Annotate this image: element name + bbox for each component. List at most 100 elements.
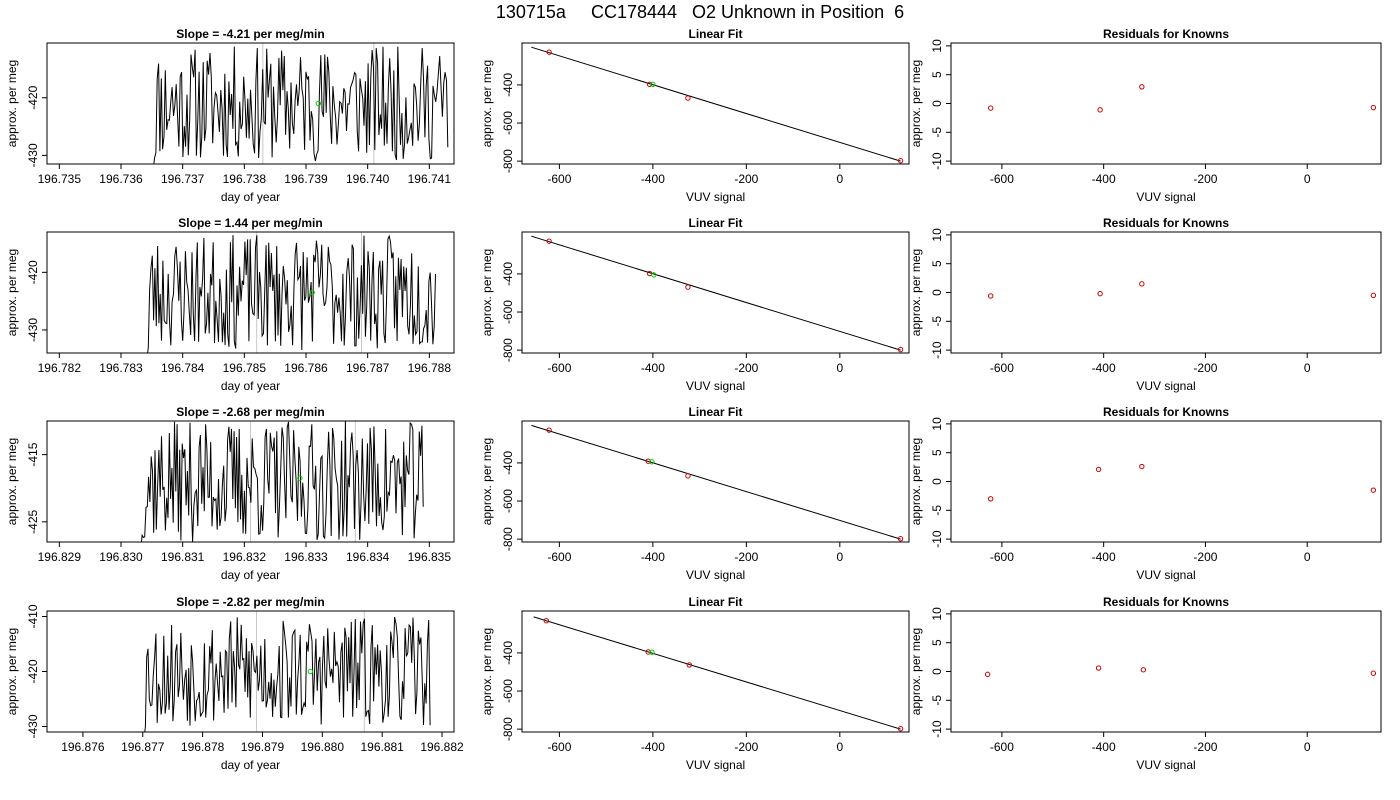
x-tick-label: 196.785 — [223, 361, 267, 375]
y-tick-label: 10 — [930, 39, 944, 53]
panel-title: Linear Fit — [688, 27, 742, 41]
x-tick-label: 196.880 — [301, 740, 345, 754]
plot-frame — [46, 42, 455, 165]
x-tick-label: 0 — [836, 172, 843, 186]
x-tick-label: -600 — [990, 172, 1014, 186]
panel-title: Residuals for Knowns — [1103, 595, 1229, 609]
y-tick-label: 10 — [930, 417, 944, 431]
panel-2-2: Residuals for Knowns -600 -400 -200 0 10 5 0 -5 -… — [909, 405, 1382, 582]
signal-trace — [140, 421, 424, 542]
x-tick-label: -400 — [641, 740, 665, 754]
x-tick-label: -400 — [641, 172, 665, 186]
x-tick-label: 196.879 — [241, 740, 285, 754]
x-tick-label: -400 — [1092, 740, 1116, 754]
y-axis-label: approx. per meg — [480, 60, 494, 147]
known-point — [685, 95, 691, 101]
panel-title: Slope = -2.68 per meg/min — [176, 405, 324, 419]
x-tick-label: 196.877 — [121, 740, 165, 754]
x-tick-label: -200 — [1193, 172, 1217, 186]
x-tick-label: -200 — [734, 550, 758, 564]
x-tick-label: 196.738 — [223, 172, 267, 186]
x-axis-label: VUV signal — [686, 379, 745, 393]
known-point — [1140, 667, 1147, 673]
known-point — [543, 618, 550, 624]
known-point — [546, 238, 552, 244]
plot-frame — [950, 420, 1382, 543]
plot-area — [147, 232, 436, 353]
y-tick-label: -600 — [501, 300, 515, 324]
x-tick-label: 196.878 — [181, 740, 225, 754]
y-axis-label: approx. per meg — [5, 438, 19, 525]
known-point — [685, 473, 691, 479]
x-axis-label: VUV signal — [686, 758, 745, 772]
x-tick-label: -600 — [990, 550, 1014, 564]
plot-frame — [521, 610, 910, 733]
known-point — [546, 49, 552, 55]
x-tick-label: 196.786 — [284, 361, 328, 375]
known-point — [987, 293, 994, 299]
known-point — [646, 81, 653, 88]
x-tick-label: -200 — [1193, 550, 1217, 564]
unknown-point — [651, 272, 657, 278]
x-tick-label: 0 — [1304, 740, 1311, 754]
figure-title: 130715a CC178444 O2 Unknown in Position … — [495, 2, 905, 22]
panel-title: Slope = -2.82 per meg/min — [176, 595, 324, 609]
panel-title: Residuals for Knowns — [1103, 216, 1229, 230]
x-tick-label: -600 — [547, 740, 571, 754]
x-tick-label: -600 — [990, 740, 1014, 754]
known-point — [1139, 463, 1145, 470]
x-axis-label: VUV signal — [1136, 758, 1195, 772]
plot-area — [533, 616, 904, 732]
x-tick-label: -600 — [990, 361, 1014, 375]
x-tick-label: 196.741 — [408, 172, 452, 186]
x-tick-label: 0 — [836, 361, 843, 375]
panel-1-0: Slope = 1.44 per meg/min 196.782 196.783 19… — [5, 216, 455, 393]
fit-line — [531, 46, 901, 162]
x-tick-label: -400 — [641, 550, 665, 564]
x-tick-label: 196.831 — [161, 550, 205, 564]
plot-frame — [46, 231, 455, 354]
x-tick-label: 196.782 — [38, 361, 82, 375]
known-point — [1370, 104, 1377, 111]
panel-3-1: Linear Fit -600 -400 -200 0 -400 -600 -800 VUV s… — [480, 595, 910, 772]
panel-title: Residuals for Knowns — [1103, 27, 1229, 41]
y-tick-label: -800 — [501, 527, 515, 551]
plot-area — [144, 611, 431, 732]
panel-0-0: Slope = -4.21 per meg/min 196.735 196.736 1… — [5, 27, 455, 204]
x-tick-label: 0 — [1304, 361, 1311, 375]
known-point — [645, 458, 651, 464]
unknown-mean-marker — [297, 475, 303, 481]
x-tick-label: 196.876 — [61, 740, 105, 754]
fit-line — [533, 616, 901, 730]
y-tick-label: -400 — [501, 262, 515, 286]
x-tick-label: 196.737 — [161, 172, 205, 186]
known-point — [645, 649, 651, 655]
known-point — [987, 105, 994, 111]
y-tick-label: 0 — [930, 668, 944, 675]
y-axis-label: approx. per meg — [909, 249, 923, 336]
x-tick-label: 196.783 — [99, 361, 143, 375]
x-tick-label: 196.830 — [99, 550, 143, 564]
panel-title: Slope = 1.44 per meg/min — [178, 216, 322, 230]
known-point — [1370, 292, 1377, 299]
known-point — [1370, 487, 1377, 493]
unknown-mean-marker — [307, 668, 314, 675]
known-point — [897, 158, 904, 164]
y-axis-label: approx. per meg — [909, 438, 923, 525]
y-tick-label: -5 — [930, 695, 944, 706]
x-tick-label: 196.735 — [38, 172, 82, 186]
panel-3-0: Slope = -2.82 per meg/min 196.876 196.877 1… — [5, 595, 464, 772]
x-tick-label: 196.832 — [223, 550, 267, 564]
x-tick-label: 196.736 — [99, 172, 143, 186]
y-tick-label: -400 — [501, 451, 515, 475]
fit-line — [531, 235, 901, 351]
panel-0-1: Linear Fit -600 -400 -200 0 -400 -600 -800 VUV s… — [480, 27, 910, 204]
y-tick-label: -420 — [26, 85, 40, 109]
plot-frame — [521, 231, 910, 354]
x-tick-label: 196.882 — [420, 740, 464, 754]
y-tick-label: -600 — [501, 111, 515, 135]
known-point — [1139, 281, 1145, 287]
x-axis-label: day of year — [221, 190, 280, 204]
x-axis-label: VUV signal — [1136, 190, 1195, 204]
